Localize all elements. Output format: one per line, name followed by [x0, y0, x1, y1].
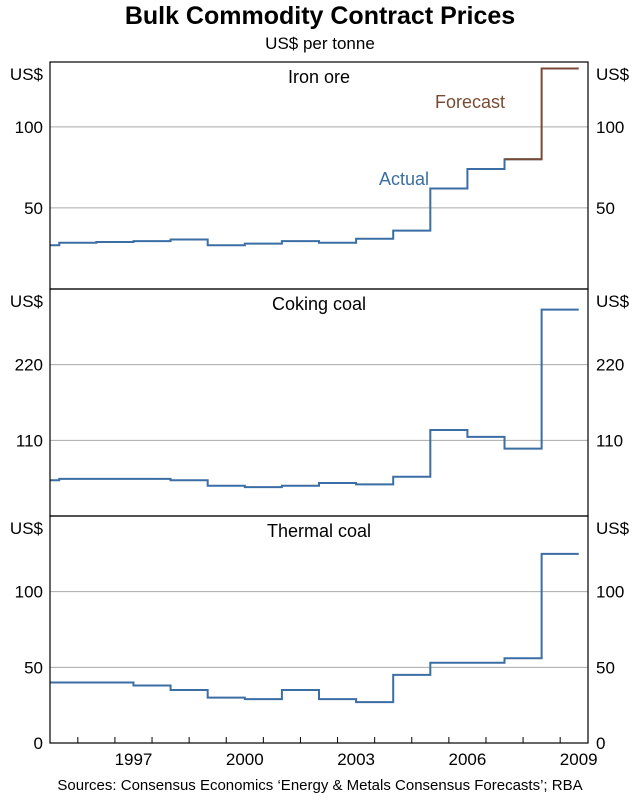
x-tick-label: 2006: [448, 750, 486, 769]
y-tick-label-right: 50: [596, 199, 615, 218]
panel-title: Thermal coal: [267, 521, 371, 541]
panel-frame: [49, 288, 589, 517]
actual-annotation: Actual: [379, 169, 429, 189]
panel-frame: [49, 61, 589, 290]
panel-frame: [49, 515, 589, 744]
actual-series-line: [50, 552, 579, 704]
y-tick-label-right: 110: [596, 431, 623, 450]
y-unit-label-left: US$: [10, 292, 44, 311]
y-tick-label-right: 50: [596, 658, 615, 677]
forecast-annotation: Forecast: [435, 92, 505, 112]
y-tick-label-left: 50: [24, 658, 43, 677]
y-tick-label-right: 100: [596, 583, 624, 602]
x-tick-label: 2000: [226, 750, 264, 769]
chart-subtitle: US$ per tonne: [265, 34, 375, 53]
forecast-series-line: [504, 67, 579, 161]
y-tick-label-left: 100: [15, 583, 43, 602]
y-tick-label-left: 50: [24, 199, 43, 218]
y-tick-label-left: 110: [16, 431, 43, 450]
x-tick-label: 2003: [337, 750, 375, 769]
panel-title: Iron ore: [288, 67, 350, 87]
y-tick-label-right: 100: [596, 118, 624, 137]
y-unit-label-left: US$: [10, 519, 44, 538]
panel-title: Coking coal: [272, 294, 366, 314]
y-unit-label-right: US$: [596, 519, 630, 538]
actual-series-line: [50, 158, 542, 247]
actual-series-line: [50, 308, 579, 489]
y-tick-label-right: 0: [596, 734, 605, 753]
y-unit-label-right: US$: [596, 292, 630, 311]
y-tick-label-left: 100: [15, 118, 43, 137]
x-tick-label: 2009: [560, 750, 598, 769]
y-tick-label-left: 0: [34, 734, 43, 753]
y-tick-label-right: 220: [596, 356, 624, 375]
x-tick-label: 1997: [115, 750, 153, 769]
y-tick-label-left: 220: [15, 356, 43, 375]
chart-source: Sources: Consensus Economics ‘Energy & M…: [57, 777, 583, 794]
chart-title: Bulk Commodity Contract Prices: [124, 2, 516, 30]
y-unit-label-right: US$: [596, 65, 630, 84]
y-unit-label-left: US$: [10, 65, 44, 84]
